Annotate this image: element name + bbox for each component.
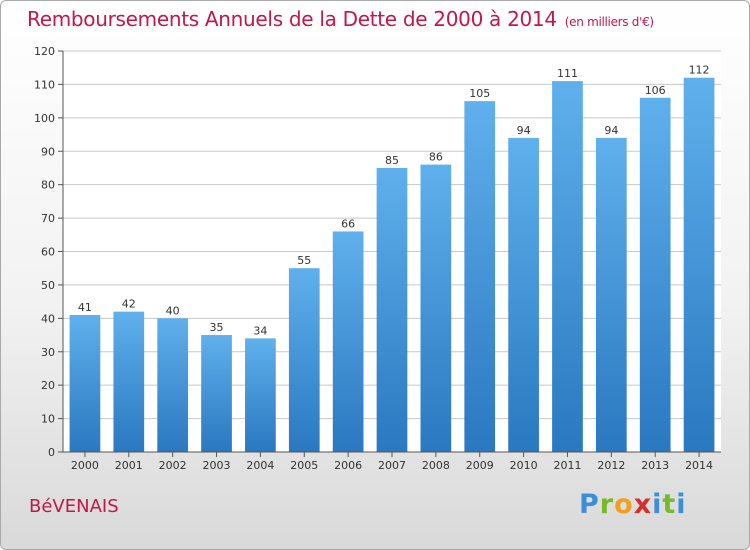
bar (464, 101, 496, 452)
x-tick-label: 2009 (466, 459, 494, 472)
data-label: 35 (210, 321, 224, 334)
bar (552, 81, 583, 452)
x-tick-label: 2011 (553, 459, 581, 472)
logo-letter: x (633, 489, 653, 520)
data-label: 94 (604, 124, 618, 137)
data-label: 85 (385, 154, 399, 167)
bar (288, 268, 320, 452)
x-tick-label: 2003 (203, 459, 231, 472)
bar (69, 314, 101, 452)
x-tick-label: 2000 (71, 459, 99, 472)
logo-letter: r (599, 489, 615, 520)
data-label: 106 (645, 84, 666, 97)
chart-title-block: Remboursements Annuels de la Dette de 20… (27, 7, 654, 31)
data-label: 41 (78, 301, 92, 314)
y-tick-label: 80 (41, 179, 55, 192)
commune-name: BéVENAIS (29, 496, 119, 517)
data-label: 111 (557, 67, 578, 80)
y-tick-label: 100 (34, 112, 55, 125)
bar (376, 167, 408, 453)
y-tick-label: 0 (48, 446, 55, 459)
y-tick-label: 50 (41, 279, 55, 292)
x-tick-label: 2006 (334, 459, 362, 472)
data-label: 105 (469, 87, 490, 100)
proxiti-logo: Proxiti (579, 489, 687, 520)
bar (595, 137, 627, 452)
y-tick-label: 120 (34, 45, 55, 58)
x-tick-label: 2014 (685, 459, 713, 472)
x-tick-label: 2010 (510, 459, 538, 472)
y-tick-label: 40 (41, 312, 55, 325)
data-label: 112 (689, 64, 710, 77)
data-label: 66 (341, 217, 355, 230)
y-tick-label: 110 (34, 78, 55, 91)
bar (113, 311, 145, 452)
data-label: 40 (166, 304, 180, 317)
x-tick-label: 2013 (641, 459, 669, 472)
logo-letter: t (662, 489, 677, 520)
x-tick-label: 2012 (597, 459, 625, 472)
logo-letter: o (614, 489, 634, 520)
y-tick-label: 30 (41, 346, 55, 359)
x-tick-label: 2008 (422, 459, 450, 472)
data-label: 94 (517, 124, 531, 137)
chart-title: Remboursements Annuels de la Dette de 20… (27, 7, 557, 31)
x-tick-label: 2004 (246, 459, 274, 472)
y-tick-label: 60 (41, 246, 55, 259)
logo-letter: i (676, 489, 687, 520)
bar (201, 335, 232, 452)
y-tick-label: 20 (41, 379, 55, 392)
x-tick-label: 2005 (290, 459, 318, 472)
x-tick-label: 2001 (115, 459, 143, 472)
chart-subtitle: (en milliers d'€) (564, 15, 654, 29)
bar (420, 164, 452, 452)
data-label: 86 (429, 151, 443, 164)
x-tick-label: 2002 (159, 459, 187, 472)
data-label: 42 (122, 298, 136, 311)
data-label: 34 (253, 324, 267, 337)
bar (245, 338, 276, 452)
bar (639, 97, 671, 453)
x-tick-label: 2007 (378, 459, 406, 472)
logo-letter: i (652, 489, 663, 520)
bar (508, 137, 539, 452)
y-tick-label: 70 (41, 212, 55, 225)
y-tick-label: 10 (41, 413, 55, 426)
bar (157, 318, 189, 452)
bar (332, 231, 364, 452)
y-tick-label: 90 (41, 145, 55, 158)
data-label: 55 (297, 254, 311, 267)
logo-letter: P (579, 489, 600, 520)
bar (683, 77, 715, 452)
